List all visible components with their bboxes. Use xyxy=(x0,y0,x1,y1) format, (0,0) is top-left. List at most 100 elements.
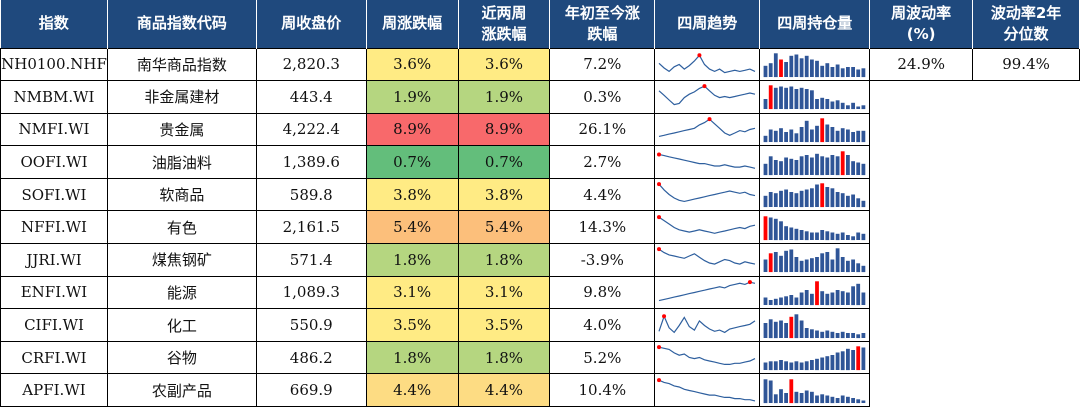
open-interest-bar xyxy=(841,193,845,208)
weekly-close-cell: 2,161.5 xyxy=(255,210,367,245)
trend-sparkline xyxy=(657,214,756,234)
open-interest-bar xyxy=(769,192,773,208)
empty-cell xyxy=(870,113,973,146)
weekly-change-cell: 0.7% xyxy=(365,145,459,179)
open-interest-bar xyxy=(825,293,830,306)
open-interest-cell xyxy=(759,210,871,245)
open-interest-bar xyxy=(825,99,830,110)
open-interest-bar xyxy=(846,396,851,403)
trend-cell xyxy=(654,340,761,375)
two-week-change-cell: 4.4% xyxy=(457,373,551,407)
trend-high-marker xyxy=(702,84,707,89)
index-code-cell: CIFI.WI xyxy=(0,308,108,342)
index-code-cell: NFFI.WI xyxy=(0,210,108,245)
open-interest-bar xyxy=(810,258,815,273)
trend-sparkline xyxy=(658,53,756,74)
open-interest-bar xyxy=(856,69,861,77)
open-interest-bar xyxy=(815,99,820,110)
open-interest-bar xyxy=(825,231,830,240)
open-interest-bar xyxy=(784,392,789,403)
open-interest-bar-current xyxy=(841,150,845,175)
weekly-close-cell: 1,089.3 xyxy=(255,275,367,310)
open-interest-bar xyxy=(846,154,851,175)
open-interest-bar xyxy=(846,261,851,273)
open-interest-bar xyxy=(851,397,856,403)
open-interest-bar xyxy=(784,157,789,175)
open-interest-bar xyxy=(774,88,778,110)
open-interest-bar xyxy=(825,187,830,208)
open-interest-bar-current xyxy=(779,59,784,77)
two-week-change-cell: 5.4% xyxy=(457,210,551,245)
open-interest-bar xyxy=(805,390,809,403)
open-interest-bar xyxy=(779,86,784,110)
open-interest-bars xyxy=(763,53,866,77)
index-name-cell: 谷物 xyxy=(106,340,257,375)
open-interest-bar xyxy=(825,395,830,403)
trend-cell xyxy=(654,145,761,179)
header-volatility-percentile: 波动率2年 分位数 xyxy=(972,0,1080,48)
open-interest-bar xyxy=(820,357,825,371)
open-interest-bar xyxy=(835,397,840,403)
open-interest-bar xyxy=(789,294,794,305)
header-row: 指数 商品指数代码 周收盘价 周涨跌幅 近两周 涨跌幅 年初至今涨 跌幅 四周趋势 四周持仓量 周波… xyxy=(0,0,1080,48)
open-interest-bar xyxy=(820,331,825,338)
trend-cell xyxy=(654,47,761,82)
open-interest-bar xyxy=(763,379,768,403)
open-interest-bar xyxy=(784,88,789,110)
index-code-cell: CRFI.WI xyxy=(0,340,108,375)
trend-line xyxy=(658,85,756,106)
index-name-cell: 软商品 xyxy=(106,177,257,212)
table-row: JJRI.WI 煤焦钢矿 571.4 1.8% 1.8% -3.9% xyxy=(0,243,1080,277)
open-interest-bars xyxy=(763,85,866,110)
open-interest-bar xyxy=(851,103,856,110)
index-code-cell: NMFI.WI xyxy=(0,112,108,147)
open-interest-bar xyxy=(830,355,835,371)
open-interest-bar xyxy=(763,99,768,110)
open-interest-bar xyxy=(769,299,773,305)
open-interest-bar xyxy=(805,327,809,338)
header-label-line: 涨跌幅 xyxy=(481,24,527,43)
ytd-change-cell: -3.9% xyxy=(549,243,656,277)
header-label-line: 跌幅 xyxy=(587,24,618,43)
index-code-cell: JJRI.WI xyxy=(0,243,108,277)
open-interest-bar xyxy=(820,291,825,305)
open-interest-bar xyxy=(851,259,856,273)
open-interest-bar-current xyxy=(820,118,825,143)
open-interest-bar xyxy=(805,189,809,208)
table-row: SOFI.WI 软商品 589.8 3.8% 3.8% 4.4% xyxy=(0,177,1080,212)
two-week-change-cell: 0.7% xyxy=(457,145,551,179)
index-name-cell: 油脂油料 xyxy=(106,145,257,179)
open-interest-bar-current xyxy=(789,379,794,403)
open-interest-bar xyxy=(799,362,804,371)
open-interest-cell xyxy=(759,145,871,179)
open-interest-bar xyxy=(805,361,809,371)
trend-sparkline xyxy=(659,117,756,137)
open-interest-bar xyxy=(815,257,820,273)
trend-high-marker xyxy=(657,377,662,382)
trend-high-marker xyxy=(662,313,667,318)
empty-cell xyxy=(973,113,1080,146)
open-interest-bar xyxy=(861,266,866,273)
weekly-close-cell: 4,222.4 xyxy=(255,112,367,147)
open-interest-bar xyxy=(810,232,815,240)
open-interest-bar xyxy=(841,103,845,110)
open-interest-bar xyxy=(830,259,835,273)
ytd-change-cell: 7.2% xyxy=(549,47,656,82)
open-interest-bar xyxy=(856,263,861,273)
trend-cell xyxy=(654,275,761,310)
two-week-change-cell: 3.6% xyxy=(457,47,551,82)
open-interest-bar xyxy=(815,358,820,371)
index-name-cell: 化工 xyxy=(106,308,257,342)
open-interest-bar xyxy=(799,88,804,110)
weekly-close-cell: 1,389.6 xyxy=(255,145,367,179)
open-interest-bar xyxy=(789,192,794,208)
open-interest-bar xyxy=(830,101,835,110)
open-interest-bar-current xyxy=(769,85,773,110)
weekly-volatility-cell: 24.9% xyxy=(869,47,974,82)
open-interest-bar xyxy=(861,233,866,240)
open-interest-bar xyxy=(856,232,861,240)
open-interest-bar xyxy=(815,153,820,175)
weekly-change-cell: 1.8% xyxy=(365,243,459,277)
open-interest-bar-current xyxy=(763,216,768,240)
